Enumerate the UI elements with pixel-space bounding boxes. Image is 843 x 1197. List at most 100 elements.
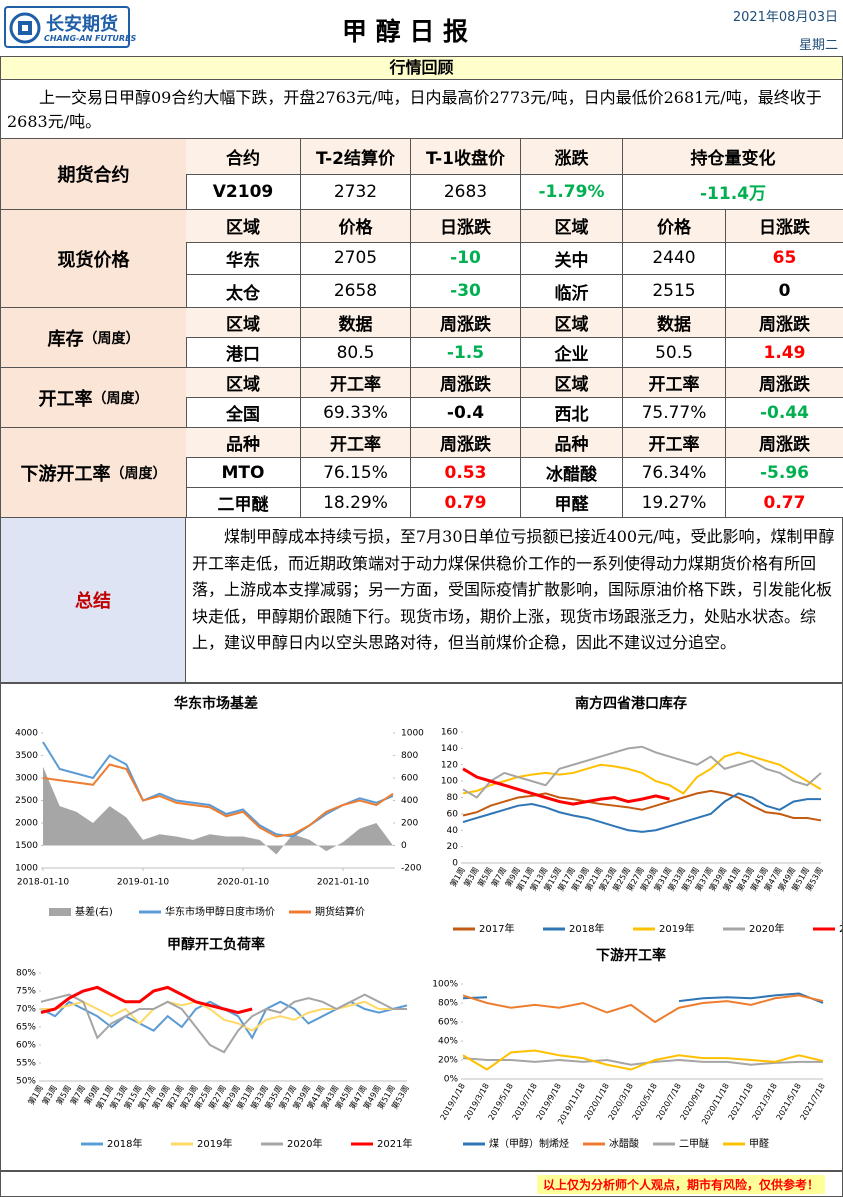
- x-tick-label: 2021-01-10: [317, 878, 370, 888]
- section-label: 期货合约: [1, 139, 187, 210]
- y-tick-label: 60%: [438, 1018, 458, 1028]
- column-header: 数据: [301, 308, 411, 338]
- table-cell: 76.34%: [623, 458, 726, 488]
- column-header: 数据: [623, 308, 726, 338]
- table-cell: -0.44: [726, 398, 843, 428]
- section-label-text: 现货价格: [57, 249, 130, 271]
- section-label-text: 下游开工率: [20, 463, 111, 485]
- series-line: [40, 993, 407, 1054]
- table-cell: 关中: [521, 242, 623, 276]
- table-cell: MTO: [186, 458, 301, 488]
- x-tick-label: 2019-01-10: [117, 878, 170, 888]
- y2-tick-label: 1000: [401, 729, 424, 739]
- logo: 长安期货 CHANG-AN FUTURES: [4, 6, 136, 48]
- column-header: 价格: [301, 210, 411, 243]
- legend-label: 2017年: [479, 922, 514, 935]
- legend-label: 基差(右): [75, 905, 113, 918]
- y-tick-label: 120: [441, 760, 458, 770]
- table-cell: 港口: [186, 338, 301, 368]
- legend-label: 煤（甲醇）制烯烃: [489, 1137, 569, 1150]
- chart-title: 南方四省港口库存: [575, 695, 687, 712]
- report-date: 2021年08月03日: [732, 10, 838, 25]
- series-line: [462, 994, 824, 1024]
- table-cell: -1.5: [411, 338, 521, 368]
- column-header: 品种: [186, 428, 301, 458]
- column-header: 周涨跌: [726, 368, 843, 398]
- table-cell: 19.27%: [623, 488, 726, 518]
- legend-label: 冰醋酸: [609, 1137, 639, 1150]
- section-label-text: 库存: [47, 328, 84, 350]
- legend-label: 二甲醚: [679, 1137, 709, 1150]
- y-tick-label: 40%: [438, 1037, 458, 1047]
- legend-label: 华东市场甲醇日度市场价: [165, 905, 275, 918]
- table-cell: -10: [411, 242, 521, 276]
- table-cell: 0: [726, 275, 843, 308]
- section-label: 开工率 （周度）: [1, 368, 187, 428]
- logo-emblem: [9, 12, 41, 44]
- logo-en: CHANG-AN FUTURES: [44, 34, 137, 43]
- y-tick-label: 75%: [16, 987, 36, 997]
- table-cell: 企业: [521, 338, 623, 368]
- table-cell: -0.4: [411, 398, 521, 428]
- legend-label: 2020年: [287, 1137, 322, 1150]
- y-tick-label: 1500: [15, 841, 38, 851]
- section-label-text: 开工率: [38, 388, 93, 410]
- table-cell: 0.79: [411, 488, 521, 518]
- chart-title: 甲醇开工负荷率: [167, 936, 265, 953]
- chart-title: 华东市场基差: [174, 695, 258, 712]
- table-cell: -5.96: [726, 458, 843, 488]
- table-cell: 2515: [623, 275, 726, 308]
- legend-label: 甲醛: [749, 1137, 769, 1150]
- table-cell: 二甲醚: [186, 488, 301, 518]
- column-header: 开工率: [623, 368, 726, 398]
- y2-tick-label: 400: [401, 796, 418, 806]
- table-cell: 冰醋酸: [521, 458, 623, 488]
- y-tick-label: 100%: [432, 980, 458, 990]
- column-header: 开工率: [301, 368, 411, 398]
- y-tick-label: 40: [447, 826, 459, 836]
- y2-tick-label: 0: [401, 841, 407, 851]
- series-line: [462, 789, 822, 822]
- series-line: [462, 745, 822, 799]
- review-title: 行情回顾: [0, 56, 843, 80]
- y-tick-label: 140: [441, 744, 458, 754]
- table-cell: -1.79%: [521, 174, 623, 210]
- section-label: 现货价格: [1, 210, 187, 308]
- y-tick-label: 3000: [15, 774, 38, 784]
- legend-label: 2018年: [569, 922, 604, 935]
- table-cell: 80.5: [301, 338, 411, 368]
- series-line: [678, 992, 824, 1004]
- column-header: 区域: [186, 368, 301, 398]
- report-title: 甲 醇 日 报: [341, 17, 469, 46]
- section-label-note: （周度）: [110, 465, 167, 482]
- y-tick-label: 2500: [15, 796, 38, 806]
- table-cell: 甲醛: [521, 488, 623, 518]
- column-header: 持仓量变化: [623, 139, 843, 175]
- column-header: 合约: [186, 139, 301, 175]
- legend-label: 2021年: [839, 922, 843, 935]
- section-label-note: （周度）: [83, 330, 140, 347]
- table-cell: 69.33%: [301, 398, 411, 428]
- y2-tick-label: 200: [401, 819, 418, 829]
- table-cell: 全国: [186, 398, 301, 428]
- y-tick-label: 1000: [15, 864, 38, 874]
- y-tick-label: 60%: [16, 1041, 36, 1051]
- column-header: 区域: [521, 210, 623, 243]
- series-line: [462, 1049, 824, 1071]
- legend-swatch: [49, 908, 71, 916]
- column-header: 品种: [521, 428, 623, 458]
- legend-label: 2019年: [197, 1137, 232, 1150]
- y-tick-label: 20%: [438, 1056, 458, 1066]
- summary-label: 总结: [0, 518, 186, 683]
- legend-label: 2018年: [107, 1137, 142, 1150]
- table-cell: -11.4万: [623, 175, 843, 210]
- series-line: [462, 792, 821, 833]
- y-tick-label: 80%: [438, 999, 458, 1009]
- table-cell: 2732: [301, 174, 411, 210]
- footer-bar: 以上仅为分析师个人观点，期市有风险，仅供参考！: [0, 1171, 843, 1197]
- column-header: 区域: [521, 308, 623, 338]
- legend-label: 2021年: [377, 1137, 412, 1150]
- section-label: 下游开工率 （周度）: [1, 428, 187, 518]
- y-tick-label: 65%: [16, 1023, 36, 1033]
